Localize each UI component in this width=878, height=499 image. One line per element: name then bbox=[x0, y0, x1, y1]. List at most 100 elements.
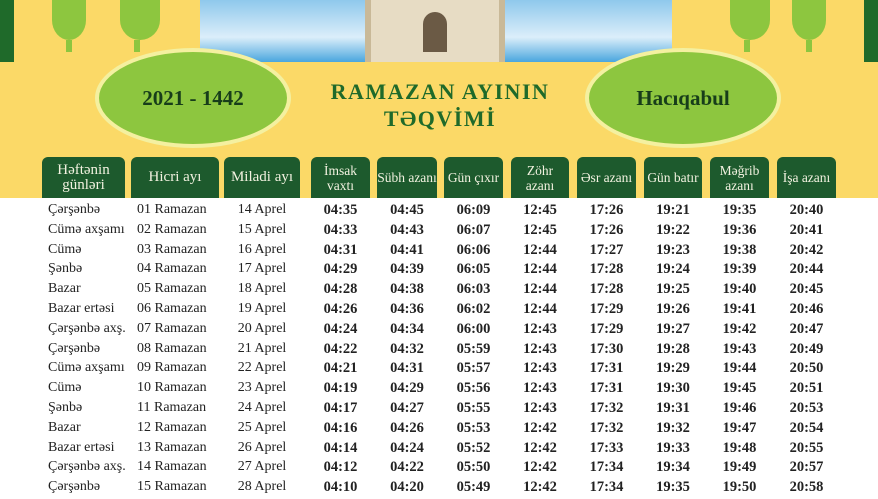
hijri-date-cell: 09 Ramazan bbox=[137, 360, 207, 376]
time-cell: 17:31 bbox=[589, 360, 624, 377]
time-cell: 04:12 bbox=[323, 459, 358, 476]
table-row: Şənbə 11 Ramazan 24 Aprel 04:17 04:27 05:55 12… bbox=[0, 400, 878, 420]
time-cell: 06:03 bbox=[456, 281, 491, 298]
time-cell: 19:45 bbox=[722, 380, 757, 397]
time-cell: 17:29 bbox=[589, 301, 624, 317]
table-row: Cümə axşamı 09 Ramazan 22 Aprel 04:21 04:31 0… bbox=[0, 360, 878, 380]
time-cell: 19:28 bbox=[656, 340, 690, 357]
time-cell: 19:43 bbox=[722, 340, 757, 357]
time-cell: 20:41 bbox=[789, 221, 824, 238]
right-green-border bbox=[864, 0, 878, 62]
time-cell: 04:31 bbox=[323, 241, 358, 258]
time-cell: 19:50 bbox=[722, 479, 757, 496]
weekday-cell: Çərşənbə bbox=[48, 479, 101, 495]
time-cell: 20:45 bbox=[789, 281, 824, 298]
time-cell: 19:31 bbox=[656, 400, 690, 416]
weekday-cell: Çərşənbə axş. bbox=[48, 320, 126, 336]
table-row: Bazar ertəsi 06 Ramazan 19 Aprel 04:26 04:36… bbox=[0, 301, 878, 321]
time-cell: 19:49 bbox=[722, 459, 757, 476]
time-cell: 06:06 bbox=[456, 241, 491, 258]
time-cell: 12:44 bbox=[523, 281, 557, 298]
column-header: Gün batır bbox=[644, 157, 702, 198]
gregorian-date-cell: 19 Aprel bbox=[237, 301, 287, 316]
time-cell: 19:35 bbox=[656, 479, 690, 496]
table-row: Çərşənbə 01 Ramazan 14 Aprel 04:35 04:45 06:0… bbox=[0, 202, 878, 222]
time-cell: 19:48 bbox=[722, 439, 757, 456]
weekday-cell: Cümə bbox=[48, 380, 82, 396]
time-cell: 12:44 bbox=[523, 241, 557, 258]
time-cell: 04:45 bbox=[390, 202, 424, 218]
time-cell: 19:39 bbox=[722, 261, 757, 278]
hijri-date-cell: 14 Ramazan bbox=[137, 459, 207, 475]
time-cell: 12:43 bbox=[523, 400, 557, 416]
time-cell: 04:41 bbox=[390, 241, 424, 258]
column-header: Məğrib azanı bbox=[710, 157, 769, 198]
weekday-cell: Cümə axşamı bbox=[48, 221, 125, 237]
time-cell: 04:24 bbox=[390, 439, 424, 456]
weekday-cell: Bazar ertəsi bbox=[48, 439, 115, 455]
table-row: Bazar ertəsi 13 Ramazan 26 Aprel 04:14 04:24… bbox=[0, 440, 878, 460]
gregorian-date-cell: 20 Aprel bbox=[237, 320, 287, 336]
hijri-date-cell: 04 Ramazan bbox=[137, 261, 207, 277]
weekday-cell: Şənbə bbox=[48, 400, 83, 415]
time-cell: 19:38 bbox=[722, 241, 757, 258]
time-cell: 12:42 bbox=[523, 439, 557, 456]
gregorian-date-cell: 14 Aprel bbox=[237, 202, 287, 217]
weekday-cell: Bazar bbox=[48, 281, 81, 297]
hijri-date-cell: 13 Ramazan bbox=[137, 439, 207, 455]
mosque-building bbox=[365, 0, 505, 62]
hijri-date-cell: 01 Ramazan bbox=[137, 202, 207, 217]
time-cell: 12:43 bbox=[523, 340, 557, 357]
hijri-date-cell: 08 Ramazan bbox=[137, 340, 207, 356]
time-cell: 04:16 bbox=[323, 419, 358, 436]
time-cell: 17:28 bbox=[589, 281, 624, 298]
time-cell: 12:42 bbox=[523, 479, 557, 496]
time-cell: 04:34 bbox=[390, 320, 424, 337]
gregorian-date-cell: 28 Aprel bbox=[237, 479, 287, 495]
hijri-date-cell: 03 Ramazan bbox=[137, 241, 207, 257]
time-cell: 20:55 bbox=[789, 439, 824, 456]
time-cell: 05:59 bbox=[456, 340, 491, 357]
time-cell: 04:22 bbox=[323, 340, 358, 357]
time-cell: 19:32 bbox=[656, 419, 690, 436]
hijri-date-cell: 15 Ramazan bbox=[137, 479, 207, 495]
time-cell: 04:14 bbox=[323, 439, 358, 456]
lantern-decoration bbox=[730, 0, 770, 52]
hijri-date-cell: 12 Ramazan bbox=[137, 419, 207, 435]
time-cell: 12:43 bbox=[523, 380, 557, 397]
time-cell: 06:05 bbox=[456, 261, 491, 278]
table-row: Çərşənbə 15 Ramazan 28 Aprel 04:10 04:20 05:4… bbox=[0, 479, 878, 499]
time-cell: 17:31 bbox=[589, 380, 624, 397]
column-header: Həftənin günləri bbox=[42, 157, 125, 198]
time-cell: 19:24 bbox=[656, 261, 690, 278]
time-cell: 04:32 bbox=[390, 340, 424, 357]
weekday-cell: Bazar bbox=[48, 419, 81, 435]
time-cell: 12:42 bbox=[523, 419, 557, 436]
time-cell: 19:27 bbox=[656, 320, 690, 337]
time-cell: 17:33 bbox=[589, 439, 624, 456]
time-cell: 06:02 bbox=[456, 301, 491, 317]
weekday-cell: Şənbə bbox=[48, 261, 83, 277]
time-cell: 19:36 bbox=[722, 221, 757, 238]
time-cell: 17:30 bbox=[589, 340, 624, 357]
hijri-date-cell: 02 Ramazan bbox=[137, 221, 207, 237]
time-cell: 05:57 bbox=[456, 360, 491, 377]
time-cell: 04:36 bbox=[390, 301, 424, 317]
time-cell: 19:47 bbox=[722, 419, 757, 436]
time-cell: 19:33 bbox=[656, 439, 690, 456]
table-row: Cümə 03 Ramazan 16 Aprel 04:31 04:41 06:06 12:… bbox=[0, 242, 878, 262]
gregorian-date-cell: 18 Aprel bbox=[237, 281, 287, 297]
time-cell: 04:33 bbox=[323, 221, 358, 238]
time-cell: 19:23 bbox=[656, 241, 690, 258]
column-header: Miladi ayı bbox=[224, 157, 300, 198]
time-cell: 19:44 bbox=[722, 360, 757, 377]
city-badge: Hacıqabul bbox=[585, 48, 781, 148]
time-cell: 04:26 bbox=[323, 301, 358, 317]
time-cell: 20:49 bbox=[789, 340, 824, 357]
time-cell: 04:21 bbox=[323, 360, 358, 377]
year-label: 2021 - 1442 bbox=[142, 85, 244, 110]
hijri-date-cell: 11 Ramazan bbox=[137, 400, 207, 415]
time-cell: 04:28 bbox=[323, 281, 358, 298]
time-cell: 19:46 bbox=[722, 400, 757, 416]
column-header: Sübh azanı bbox=[377, 157, 437, 198]
